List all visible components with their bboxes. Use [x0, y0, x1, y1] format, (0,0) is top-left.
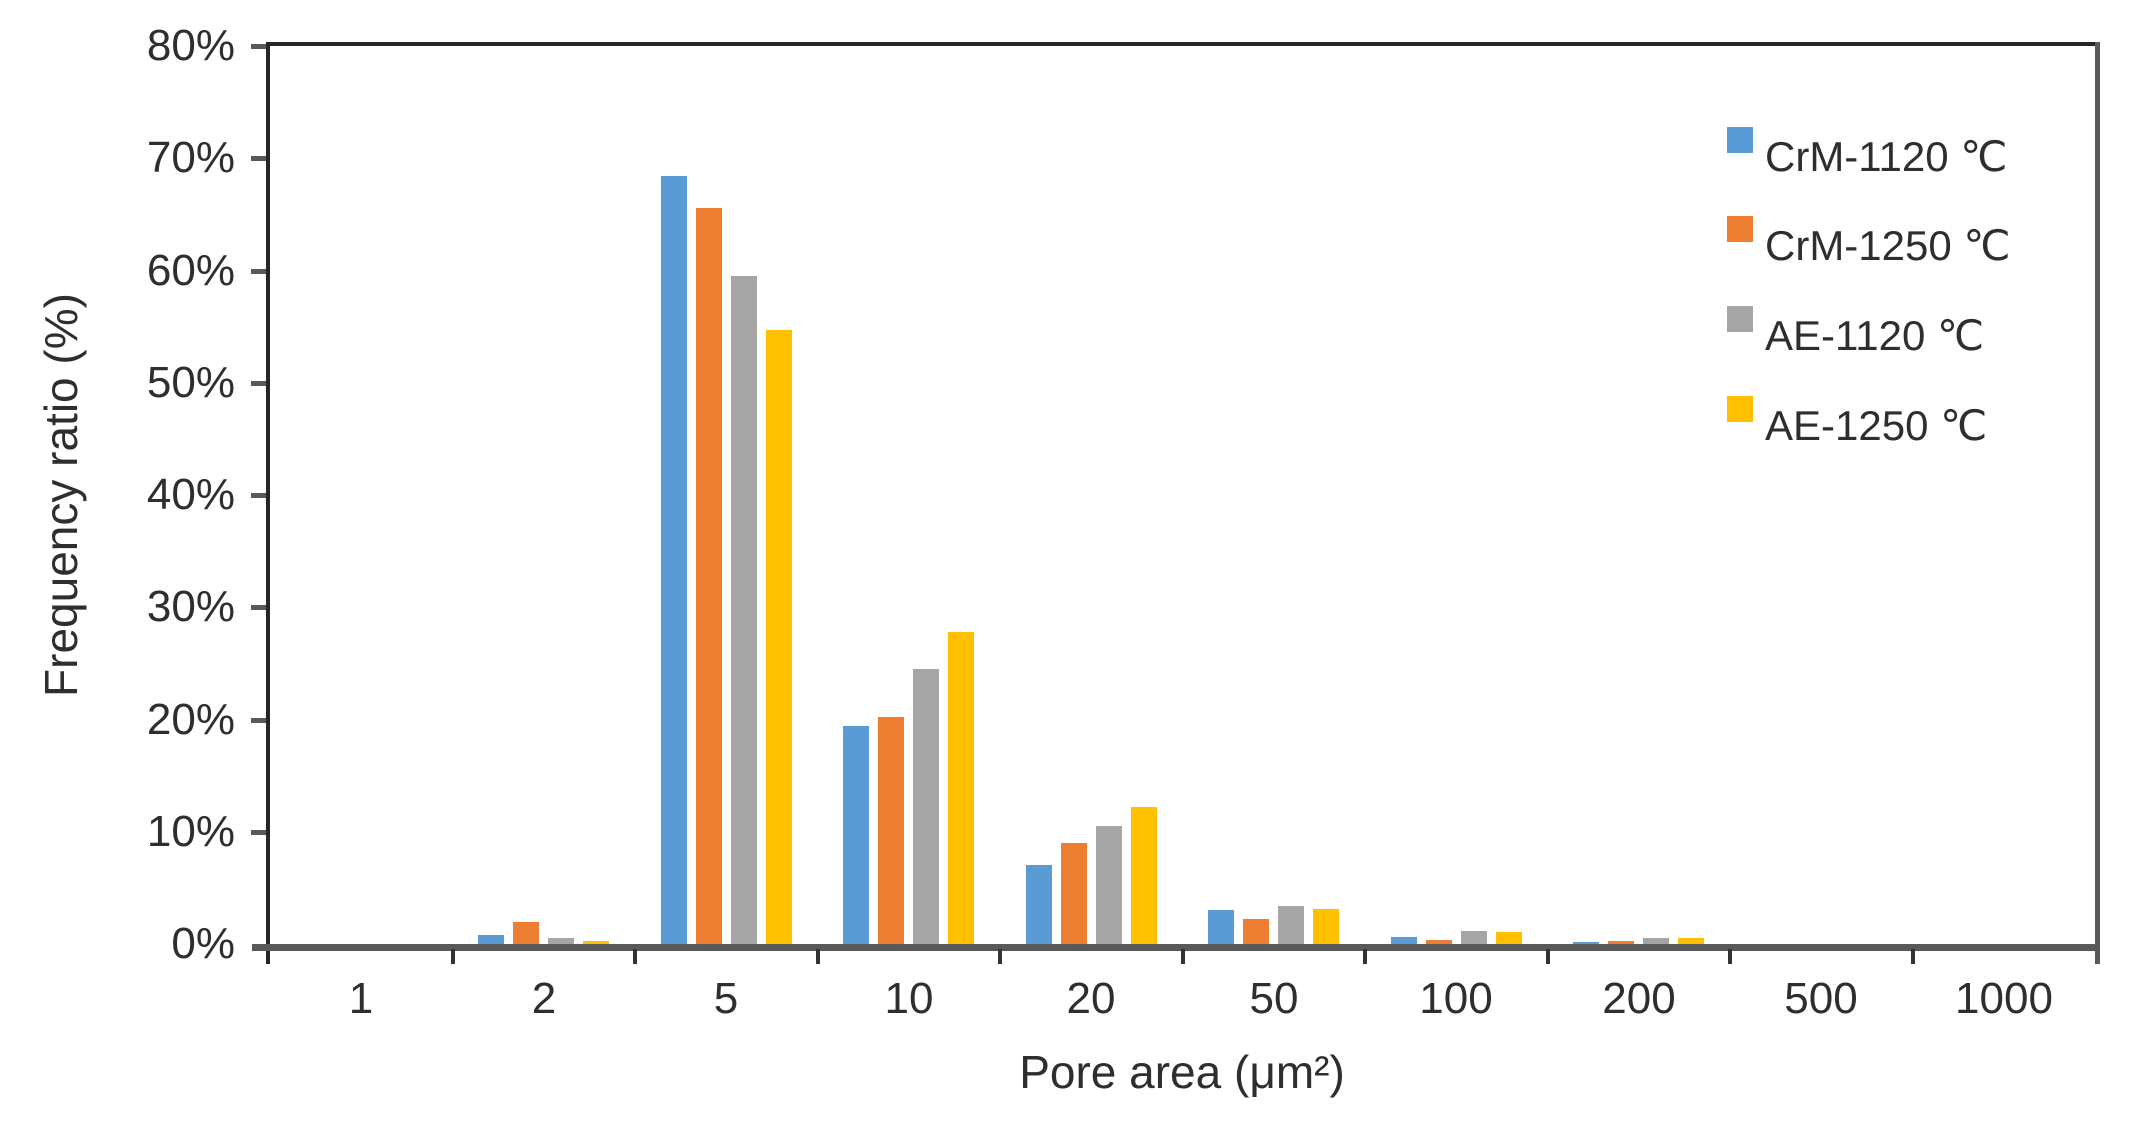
legend-swatch-crm-1120	[1727, 127, 1753, 153]
y-tick	[251, 381, 266, 386]
bar-crm-1250-50	[1243, 919, 1269, 944]
y-tick	[251, 44, 266, 49]
y-tick	[251, 156, 266, 161]
x-tick-label: 200	[1602, 974, 1676, 1023]
bar-crm-1120-5	[661, 176, 687, 944]
legend-label-ae-1120: AE-1120 ℃	[1765, 312, 1985, 359]
x-tick	[633, 949, 637, 964]
x-tick	[1911, 949, 1915, 964]
x-tick-label: 100	[1419, 974, 1493, 1023]
x-tick-label: 50	[1249, 974, 1299, 1023]
bar-crm-1120-200	[1573, 942, 1599, 944]
x-tick-label: 1000	[1955, 974, 2053, 1023]
x-axis-line	[252, 944, 2100, 951]
bar-crm-1250-20	[1061, 843, 1087, 944]
legend-label-ae-1250: AE-1250 ℃	[1765, 402, 1988, 449]
legend-swatch-ae-1250	[1727, 396, 1753, 422]
x-tick	[1546, 949, 1550, 964]
x-tick	[1363, 949, 1367, 964]
y-tick-label: 60%	[146, 246, 235, 295]
bar-crm-1120-50	[1208, 910, 1234, 944]
x-tick-label: 2	[531, 974, 557, 1023]
x-tick	[451, 949, 455, 964]
y-tick-label: 70%	[146, 133, 235, 182]
y-tick-label: 30%	[146, 582, 235, 631]
x-tick-label: 5	[713, 974, 739, 1023]
bar-ae-1250-2	[583, 941, 609, 944]
y-axis-line	[266, 42, 270, 964]
plot-border-right	[2095, 42, 2100, 964]
bar-crm-1250-5	[696, 208, 722, 944]
bar-crm-1250-10	[878, 717, 904, 944]
y-tick-label: 40%	[146, 470, 235, 519]
legend-label-crm-1250: CrM-1250 ℃	[1765, 222, 2011, 269]
x-tick-label: 1	[348, 974, 374, 1023]
x-tick	[1728, 949, 1732, 964]
bar-ae-1250-20	[1131, 807, 1157, 944]
y-tick	[251, 605, 266, 610]
x-axis-title: Pore area (μm²)	[1019, 1046, 1345, 1098]
y-tick-label: 20%	[146, 695, 235, 744]
plot-border-top	[266, 42, 2100, 46]
bar-ae-1120-100	[1461, 931, 1487, 944]
y-tick	[251, 830, 266, 835]
bar-crm-1120-100	[1391, 937, 1417, 944]
y-tick-label: 0%	[171, 919, 235, 968]
bar-crm-1250-100	[1426, 940, 1452, 944]
bar-ae-1120-20	[1096, 826, 1122, 944]
x-tick-label: 10	[884, 974, 934, 1023]
bar-ae-1250-100	[1496, 932, 1522, 944]
legend-swatch-crm-1250	[1727, 216, 1753, 242]
y-tick-label: 10%	[146, 807, 235, 856]
plot-area	[270, 46, 2095, 944]
legend-label-crm-1120: CrM-1120 ℃	[1765, 133, 2008, 180]
bar-crm-1120-20	[1026, 865, 1052, 944]
x-tick	[998, 949, 1002, 964]
bar-ae-1120-200	[1643, 938, 1669, 944]
bar-crm-1120-10	[843, 726, 869, 944]
y-tick-label: 80%	[146, 21, 235, 70]
x-tick-label: 20	[1066, 974, 1116, 1023]
legend-swatch-ae-1120	[1727, 306, 1753, 332]
x-tick	[1181, 949, 1185, 964]
y-tick	[251, 493, 266, 498]
bar-ae-1250-200	[1678, 938, 1704, 944]
bar-crm-1120-2	[478, 935, 504, 944]
y-tick	[251, 269, 266, 274]
bar-crm-1250-200	[1608, 941, 1634, 944]
y-tick	[251, 718, 266, 723]
bar-ae-1120-2	[548, 938, 574, 944]
x-tick	[816, 949, 820, 964]
bar-ae-1250-50	[1313, 909, 1339, 944]
bar-ae-1120-5	[731, 276, 757, 944]
bar-ae-1250-10	[948, 632, 974, 944]
bar-ae-1120-10	[913, 669, 939, 944]
bar-ae-1250-5	[766, 330, 792, 944]
bar-crm-1250-2	[513, 922, 539, 944]
x-tick-label: 500	[1784, 974, 1858, 1023]
bar-ae-1120-50	[1278, 906, 1304, 944]
y-tick-label: 50%	[146, 358, 235, 407]
